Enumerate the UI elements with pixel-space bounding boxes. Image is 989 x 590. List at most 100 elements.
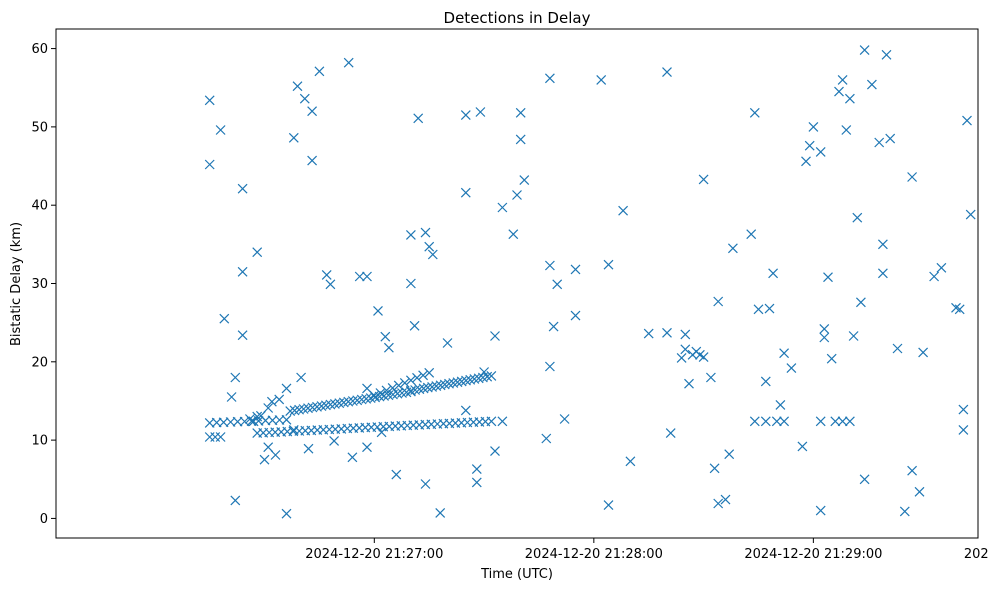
data-point bbox=[456, 376, 467, 387]
data-point bbox=[325, 279, 336, 290]
data-point bbox=[713, 296, 724, 307]
data-point bbox=[414, 384, 425, 395]
y-tick-label: 10 bbox=[31, 434, 48, 449]
data-point bbox=[475, 107, 486, 117]
data-point bbox=[962, 115, 972, 126]
data-point bbox=[281, 414, 292, 425]
data-point bbox=[393, 380, 404, 391]
data-point bbox=[749, 107, 760, 118]
data-point bbox=[460, 405, 471, 416]
data-point bbox=[709, 463, 720, 474]
data-point bbox=[418, 383, 429, 394]
data-point bbox=[544, 260, 555, 271]
data-point bbox=[420, 479, 431, 489]
data-point bbox=[427, 249, 438, 260]
data-point bbox=[764, 303, 775, 314]
data-point bbox=[321, 269, 332, 280]
data-point bbox=[259, 454, 270, 465]
data-point bbox=[958, 404, 969, 415]
plot-area-frame bbox=[55, 28, 979, 539]
data-point bbox=[643, 328, 654, 339]
data-point bbox=[362, 271, 372, 282]
data-point bbox=[381, 385, 392, 396]
y-tick-label: 50 bbox=[31, 120, 48, 135]
data-point bbox=[296, 372, 307, 383]
data-point bbox=[490, 331, 500, 341]
data-point bbox=[618, 205, 629, 216]
data-point bbox=[676, 352, 687, 363]
data-point bbox=[859, 45, 870, 56]
y-tick-label: 40 bbox=[31, 199, 48, 214]
data-point bbox=[405, 385, 416, 396]
data-point bbox=[544, 361, 555, 372]
data-point bbox=[519, 175, 530, 186]
data-point bbox=[815, 416, 826, 427]
data-point bbox=[720, 494, 731, 505]
data-point bbox=[760, 416, 771, 427]
data-point bbox=[237, 330, 248, 341]
data-point bbox=[837, 416, 848, 427]
data-point bbox=[859, 474, 870, 485]
data-point bbox=[779, 416, 790, 427]
data-point bbox=[263, 442, 274, 453]
data-point bbox=[603, 500, 614, 511]
data-point bbox=[497, 416, 508, 427]
data-point bbox=[844, 93, 855, 104]
data-point bbox=[771, 416, 782, 427]
data-point bbox=[405, 278, 416, 289]
data-point bbox=[662, 327, 672, 338]
data-point bbox=[435, 380, 446, 391]
data-point bbox=[779, 348, 790, 359]
x-axis-ticks: 2024-12-20 21:27:00 2024-12-20 21:28:00 20… bbox=[305, 538, 989, 562]
data-point bbox=[548, 321, 559, 332]
data-point bbox=[823, 272, 833, 283]
data-point bbox=[422, 382, 433, 393]
data-point bbox=[848, 331, 859, 341]
chart-title: Detections in Delay bbox=[444, 9, 591, 27]
data-point bbox=[424, 241, 435, 252]
data-point bbox=[512, 190, 522, 200]
data-point bbox=[907, 465, 918, 476]
data-point bbox=[753, 304, 764, 315]
data-point bbox=[596, 74, 607, 85]
data-point bbox=[431, 381, 442, 392]
data-point bbox=[435, 507, 446, 518]
data-point bbox=[299, 93, 310, 104]
data-point bbox=[380, 331, 391, 342]
data-point bbox=[768, 268, 779, 279]
data-point bbox=[442, 338, 453, 348]
data-point bbox=[420, 227, 431, 238]
data-point bbox=[515, 134, 526, 145]
data-point bbox=[471, 464, 482, 475]
data-point bbox=[237, 183, 248, 194]
data-point bbox=[391, 469, 402, 480]
data-point bbox=[226, 392, 237, 402]
data-point bbox=[746, 229, 757, 240]
data-point bbox=[281, 383, 292, 394]
data-point bbox=[541, 433, 552, 444]
data-point bbox=[662, 67, 672, 78]
data-point bbox=[460, 187, 471, 198]
data-point bbox=[936, 262, 947, 273]
data-point bbox=[801, 156, 811, 167]
data-point bbox=[841, 125, 852, 135]
data-point bbox=[427, 381, 438, 392]
data-point bbox=[815, 146, 826, 157]
data-point bbox=[954, 304, 965, 315]
data-point bbox=[705, 372, 716, 383]
data-point bbox=[544, 73, 555, 84]
data-point bbox=[775, 399, 786, 410]
data-point bbox=[907, 172, 918, 182]
data-point bbox=[274, 394, 285, 405]
data-point bbox=[852, 212, 863, 223]
data-point bbox=[684, 378, 694, 389]
data-point bbox=[204, 159, 215, 170]
data-point bbox=[230, 372, 241, 383]
data-point bbox=[215, 125, 226, 135]
data-point bbox=[899, 506, 910, 517]
y-axis-ticks: 0 10 20 30 40 50 60 bbox=[31, 42, 56, 527]
data-point bbox=[819, 332, 830, 343]
data-point bbox=[559, 414, 570, 424]
data-point bbox=[263, 403, 274, 413]
data-point bbox=[270, 450, 281, 460]
